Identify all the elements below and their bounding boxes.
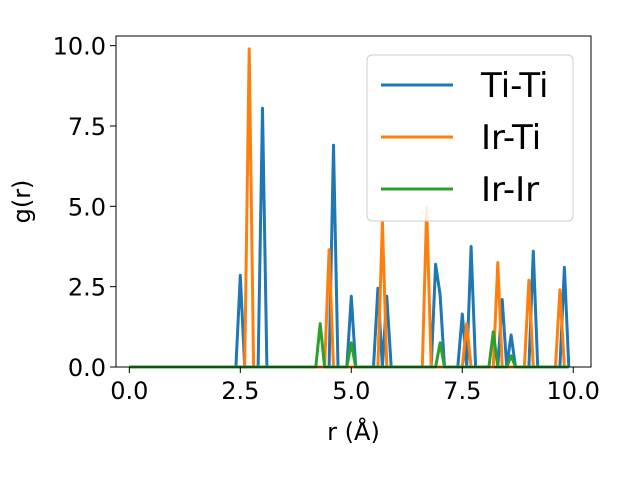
x-tick-label: 0.0 [110, 377, 148, 405]
y-axis-label: g(r) [8, 180, 36, 224]
series-line-ir-ir [129, 322, 569, 369]
legend-box [366, 54, 574, 222]
legend-label-ir-ti: Ir-Ti [481, 118, 541, 158]
y-axis-ticks: 0.0 2.5 5.0 7.5 10.0 [53, 33, 116, 382]
x-axis-label: r (Å) [327, 417, 380, 446]
x-tick-label: 7.5 [443, 377, 481, 405]
x-tick-label: 10.0 [547, 377, 600, 405]
y-tick-label: 7.5 [68, 113, 106, 141]
y-tick-label: 0.0 [68, 354, 106, 382]
legend: Ti-Ti Ir-Ti Ir-Ir [366, 54, 574, 222]
x-tick-label: 2.5 [221, 377, 259, 405]
plot-frame [115, 35, 592, 368]
y-tick-label: 10.0 [53, 33, 106, 61]
legend-label-ti-ti: Ti-Ti [480, 66, 549, 106]
x-axis-ticks: 0.0 2.5 5.0 7.5 10.0 [110, 367, 600, 405]
y-tick-label: 2.5 [68, 274, 106, 302]
x-tick-label: 5.0 [332, 377, 370, 405]
legend-label-ir-ir: Ir-Ir [481, 170, 539, 210]
y-tick-label: 5.0 [68, 193, 106, 221]
